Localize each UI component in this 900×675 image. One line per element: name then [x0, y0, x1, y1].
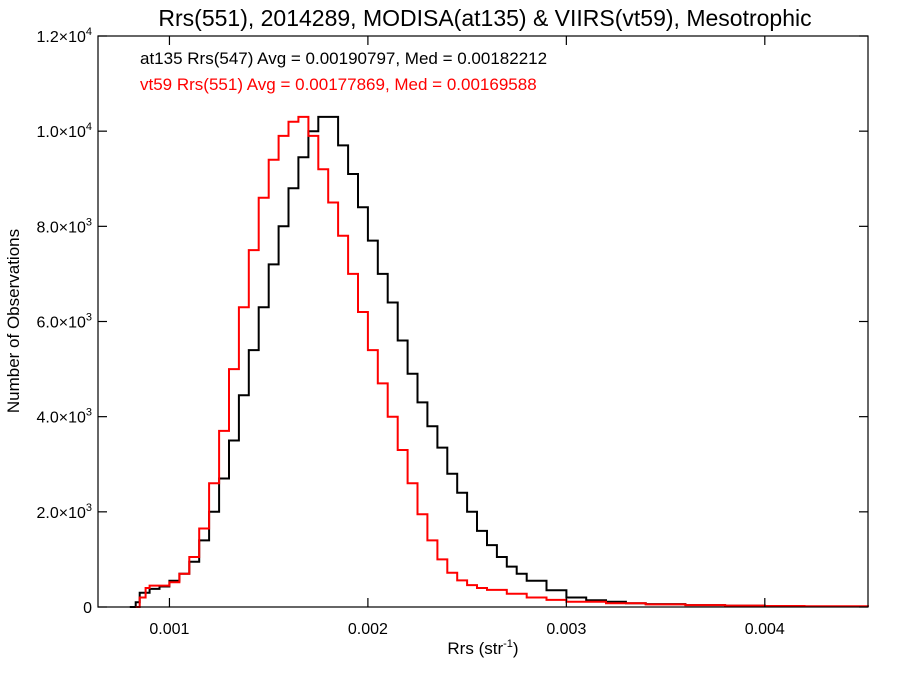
x-tick-label-3: 0.004 — [745, 621, 785, 638]
series-line-1 — [135, 115, 869, 608]
x-axis-label-sup: -1 — [503, 638, 513, 650]
annotation-0: at135 Rrs(547) Avg = 0.00190797, Med = 0… — [140, 49, 547, 68]
x-tick-label-0: 0.001 — [149, 621, 189, 638]
x-tick-label-1: 0.002 — [348, 621, 388, 638]
y-tick-label-5: 1.0×104 — [36, 121, 92, 141]
x-axis-label-base: Rrs (str — [447, 639, 503, 658]
y-axis-label: Number of Observations — [4, 229, 23, 413]
plot-frame — [97, 35, 869, 608]
series-layer — [129, 115, 869, 608]
y-tick-label-6: 1.2×104 — [36, 26, 92, 46]
y-tick-label-1: 2.0×103 — [36, 502, 92, 522]
x-axis-label: Rrs (str-1) — [447, 638, 518, 658]
x-tick-label-2: 0.003 — [546, 621, 586, 638]
y-tick-label-4: 8.0×103 — [36, 216, 92, 236]
x-axis-label-close: ) — [513, 639, 519, 658]
annotation-1: vt59 Rrs(551) Avg = 0.00177869, Med = 0.… — [140, 75, 537, 94]
series-line-0 — [129, 115, 869, 608]
chart-title: Rrs(551), 2014289, MODISA(at135) & VIIRS… — [158, 5, 811, 31]
y-tick-label-2: 4.0×103 — [36, 407, 92, 427]
y-tick-label-0: 0 — [83, 600, 92, 617]
annotation-layer: at135 Rrs(547) Avg = 0.00190797, Med = 0… — [140, 49, 547, 94]
y-tick-label-3: 6.0×103 — [36, 312, 92, 332]
ticks-layer: 0.001 0.002 0.003 0.004 0 2.0×103 4.0×103 6.0×1… — [36, 26, 868, 638]
